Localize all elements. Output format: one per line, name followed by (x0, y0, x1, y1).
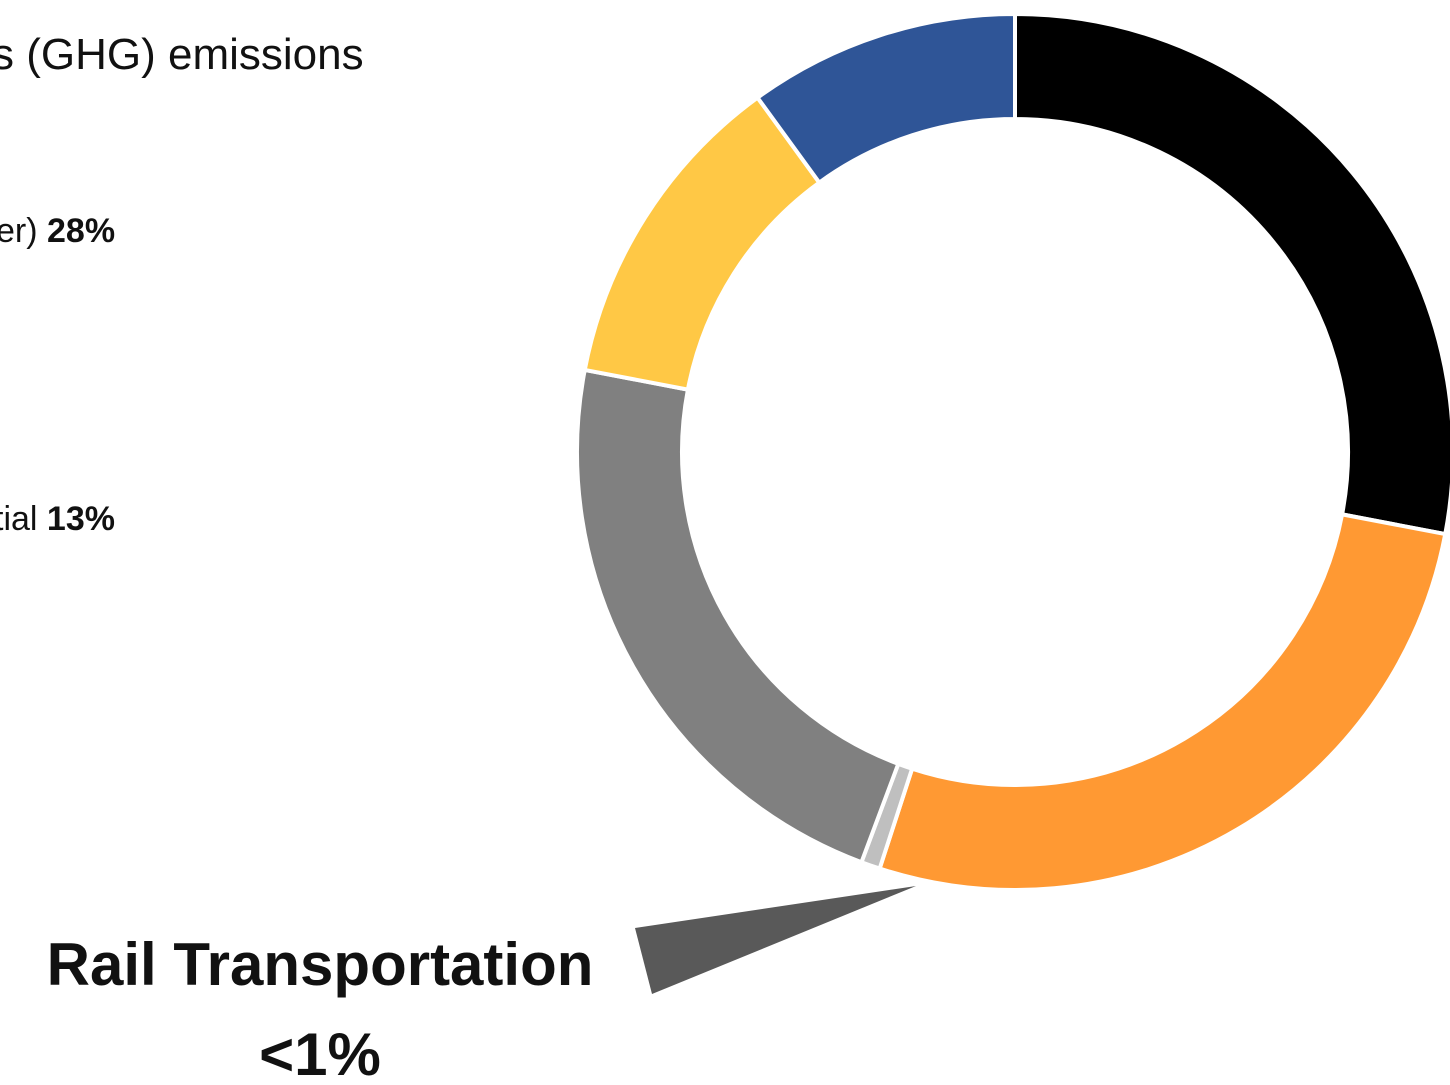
callout-value: <1% (259, 1021, 381, 1085)
callout-label: Rail Transportation (46, 931, 594, 998)
donut-slices (575, 11, 1450, 892)
legend-line-a: er) 28% (0, 212, 115, 251)
donut-slice-6 (754, 11, 1017, 186)
callout-pointer (635, 886, 916, 994)
legend-line-a-value: 28% (47, 212, 116, 250)
donut-slice-1 (1013, 11, 1450, 537)
legend-line-a-text: er) (0, 212, 47, 250)
donut-slice-2 (877, 512, 1448, 892)
chart-subtitle: s (GHG) emissions (0, 30, 364, 79)
donut-slice-4 (575, 367, 901, 865)
legend-line-b: tial 13% (0, 500, 115, 539)
legend-line-b-text: tial (0, 500, 38, 538)
donut-slice-5 (582, 94, 823, 392)
legend-line-b-value: 13% (46, 500, 115, 538)
